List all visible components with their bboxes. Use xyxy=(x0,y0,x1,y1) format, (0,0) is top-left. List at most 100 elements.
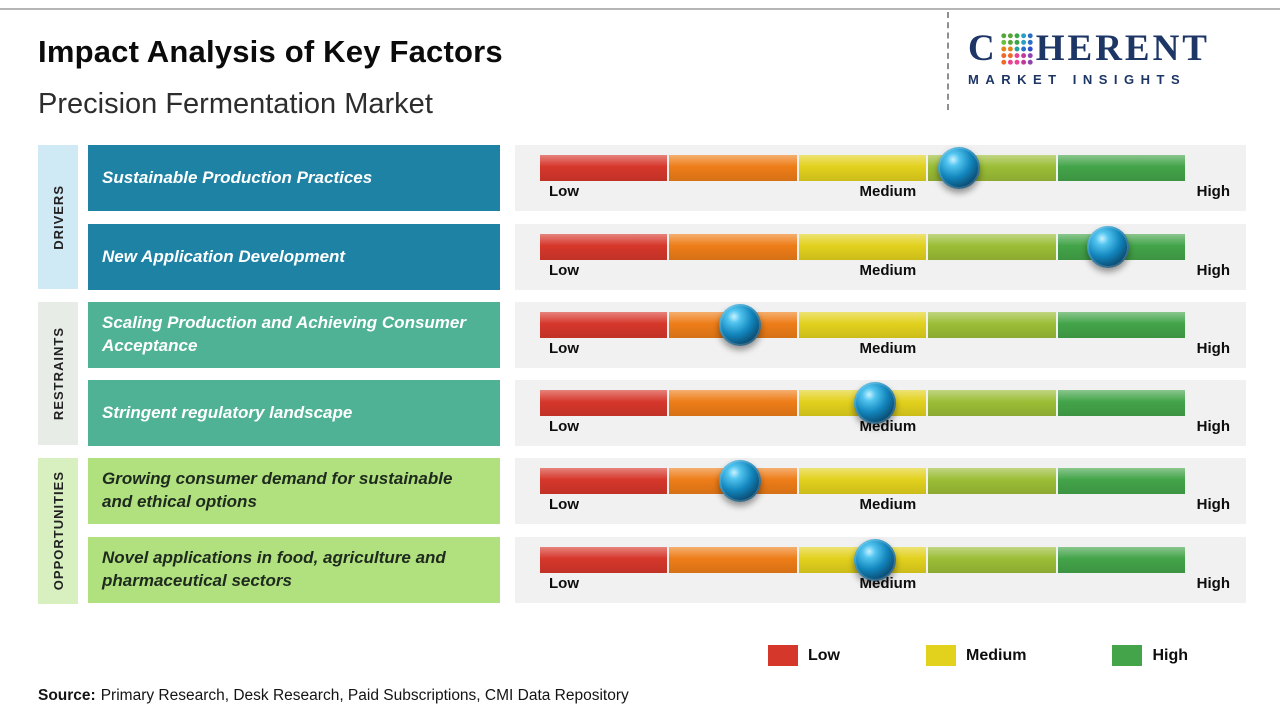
legend-label-medium: Medium xyxy=(966,646,1027,664)
factor-box: Scaling Production and Achieving Consume… xyxy=(88,302,500,368)
impact-panel: Low Medium High xyxy=(515,380,1246,446)
impact-slider-knob[interactable] xyxy=(718,460,761,502)
scale-low-label: Low xyxy=(549,418,579,435)
bar-segment-high xyxy=(1057,547,1186,573)
bar-segment-low-medium xyxy=(669,234,798,260)
page-subtitle: Precision Fermentation Market xyxy=(38,88,433,120)
impact-scale-bar xyxy=(540,547,1186,573)
legend-label-high: High xyxy=(1152,646,1188,664)
factor-row: Novel applications in food, agriculture … xyxy=(0,537,1280,603)
factor-row: Growing consumer demand for sustainable … xyxy=(0,458,1280,524)
bar-segment-medium-high xyxy=(928,312,1057,338)
factor-box: Sustainable Production Practices xyxy=(88,145,500,211)
factor-box: Novel applications in food, agriculture … xyxy=(88,537,500,603)
bar-segment-high xyxy=(1057,312,1186,338)
legend-swatch-high xyxy=(1112,645,1143,666)
bar-segment-high xyxy=(1057,155,1186,181)
coherent-market-insights-logo: C HERENT MARKET INSIGHTS xyxy=(968,30,1263,87)
bar-segment-medium-high xyxy=(928,468,1057,494)
impact-panel: Low Medium High xyxy=(515,145,1246,211)
scale-high-label: High xyxy=(1196,496,1230,513)
scale-low-label: Low xyxy=(549,496,579,513)
page-title: Impact Analysis of Key Factors xyxy=(38,34,503,69)
scale-labels: Low Medium High xyxy=(549,575,1230,592)
source-prefix: Source: xyxy=(38,687,96,704)
logo-letters-herent: HERENT xyxy=(1035,28,1210,69)
legend-swatch-low xyxy=(768,645,798,666)
impact-panel: Low Medium High xyxy=(515,302,1246,368)
scale-high-label: High xyxy=(1196,340,1230,357)
bar-segment-low-medium xyxy=(669,155,798,181)
scale-high-label: High xyxy=(1196,418,1230,435)
bar-segment-medium xyxy=(798,312,927,338)
logo-dashed-divider xyxy=(947,12,949,110)
logo-letter-c: C xyxy=(968,28,998,69)
factor-row: New Application Development Low Medium H… xyxy=(0,224,1280,290)
logo-dotted-o-icon xyxy=(1000,32,1034,66)
impact-scale-bar xyxy=(540,155,1186,181)
factor-box: Growing consumer demand for sustainable … xyxy=(88,458,500,524)
scale-low-label: Low xyxy=(549,575,579,592)
bar-segment-high xyxy=(1057,390,1186,416)
factor-label: Sustainable Production Practices xyxy=(102,167,373,187)
legend-item-medium: Medium xyxy=(926,645,1026,666)
legend: Low Medium High xyxy=(768,645,1188,666)
impact-scale-bar xyxy=(540,468,1186,494)
scale-labels: Low Medium High xyxy=(549,496,1230,513)
bar-segment-low-medium xyxy=(669,390,798,416)
impact-scale-bar xyxy=(540,312,1186,338)
legend-item-low: Low xyxy=(768,645,840,666)
impact-slider-knob[interactable] xyxy=(718,304,761,346)
bar-segment-medium xyxy=(798,468,927,494)
impact-slider-knob[interactable] xyxy=(854,539,897,581)
scale-labels: Low Medium High xyxy=(549,418,1230,435)
impact-panel: Low Medium High xyxy=(515,537,1246,603)
bar-segment-high xyxy=(1057,468,1186,494)
scale-high-label: High xyxy=(1196,183,1230,200)
factor-label: Stringent regulatory landscape xyxy=(102,402,353,422)
bar-segment-medium xyxy=(798,155,927,181)
impact-slider-knob[interactable] xyxy=(854,382,897,424)
impact-panel: Low Medium High xyxy=(515,458,1246,524)
factor-label: Novel applications in food, agriculture … xyxy=(102,548,446,590)
bar-segment-low xyxy=(540,390,668,416)
legend-swatch-medium xyxy=(926,645,956,666)
group-label-opportunities: OPPORTUNITIES xyxy=(38,458,78,604)
factor-row: Stringent regulatory landscape Low Mediu… xyxy=(0,380,1280,446)
scale-medium-label: Medium xyxy=(859,496,917,513)
bar-segment-low xyxy=(540,547,668,573)
factor-row: Scaling Production and Achieving Consume… xyxy=(0,302,1280,368)
factor-box: Stringent regulatory landscape xyxy=(88,380,500,446)
impact-slider-knob[interactable] xyxy=(938,147,981,189)
logo-tagline: MARKET INSIGHTS xyxy=(968,72,1187,87)
bar-segment-low xyxy=(540,312,668,338)
scale-medium-label: Medium xyxy=(859,262,917,279)
bar-segment-low xyxy=(540,155,668,181)
scale-low-label: Low xyxy=(549,262,579,279)
bar-segment-medium-high xyxy=(928,547,1057,573)
factor-label: Scaling Production and Achieving Consume… xyxy=(102,313,466,355)
scale-medium-label: Medium xyxy=(859,183,917,200)
bar-segment-low-medium xyxy=(669,547,798,573)
group-label-restraints: RESTRAINTS xyxy=(38,302,78,445)
scale-labels: Low Medium High xyxy=(549,340,1230,357)
scale-labels: Low Medium High xyxy=(549,262,1230,279)
bar-segment-medium-high xyxy=(928,390,1057,416)
scale-high-label: High xyxy=(1196,575,1230,592)
impact-panel: Low Medium High xyxy=(515,224,1246,290)
factor-label: New Application Development xyxy=(102,246,346,266)
scale-low-label: Low xyxy=(549,340,579,357)
factor-box: New Application Development xyxy=(88,224,500,290)
group-label-drivers: DRIVERS xyxy=(38,145,78,289)
bar-segment-medium-high xyxy=(928,234,1057,260)
scale-high-label: High xyxy=(1196,262,1230,279)
impact-slider-knob[interactable] xyxy=(1086,226,1129,268)
top-divider-line xyxy=(0,8,1280,10)
bar-segment-low xyxy=(540,468,668,494)
logo-wordmark: C HERENT xyxy=(968,30,1263,67)
factor-label: Growing consumer demand for sustainable … xyxy=(102,469,453,511)
bar-segment-low xyxy=(540,234,668,260)
scale-low-label: Low xyxy=(549,183,579,200)
source-text: Primary Research, Desk Research, Paid Su… xyxy=(100,687,629,704)
